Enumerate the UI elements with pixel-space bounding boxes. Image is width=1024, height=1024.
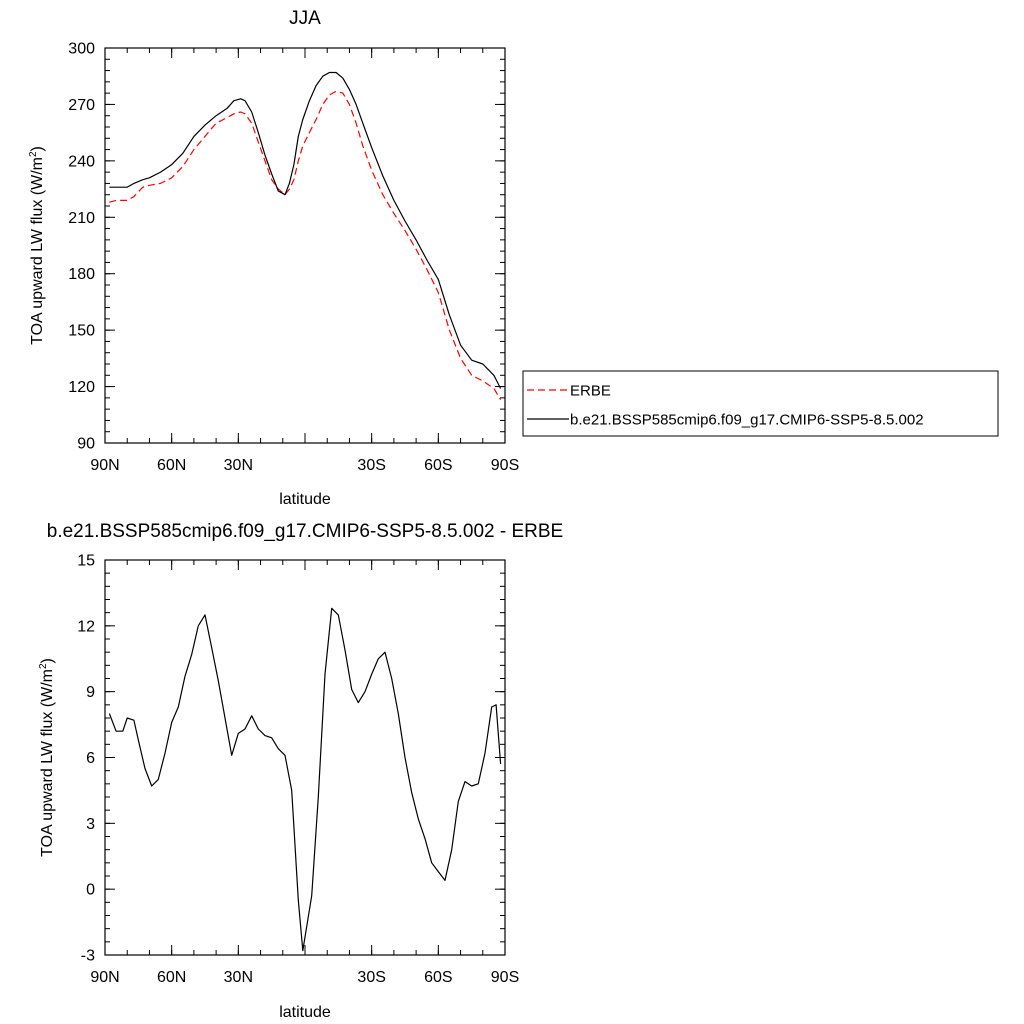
x-tick-label: 90S xyxy=(491,969,519,986)
y-tick-label: 240 xyxy=(68,153,95,170)
y-axis-label: TOA upward LW flux (W/m2) xyxy=(28,146,46,345)
x-tick-label: 30S xyxy=(357,969,385,986)
x-tick-label: 90S xyxy=(491,457,519,474)
series-line-1 xyxy=(108,607,502,952)
y-tick-label: -3 xyxy=(81,948,95,965)
plot-frame xyxy=(104,559,506,956)
y-tick-label: 180 xyxy=(68,266,95,283)
y-tick-label: 12 xyxy=(77,618,95,635)
chart-panel-2: b.e21.BSSP585cmip6.f09_g17.CMIP6-SSP5-8.… xyxy=(38,521,563,1021)
y-tick-label: 90 xyxy=(77,436,95,453)
y-tick-label: 120 xyxy=(68,379,95,396)
chart-title: JJA xyxy=(289,8,321,29)
x-tick-label: 30S xyxy=(357,457,385,474)
y-axis-label: TOA upward LW flux (W/m2) xyxy=(38,658,56,857)
legend-box xyxy=(522,370,999,437)
plot-frame xyxy=(104,47,506,444)
chart-panel-1: JJA 90 120 150 180 210 240 270 300 90N 60N 30N 30S 60… xyxy=(28,8,999,508)
x-axis-label: latitude xyxy=(279,1004,331,1021)
y-tick-label: 15 xyxy=(77,553,95,570)
y-tick-label: 3 xyxy=(86,816,95,833)
series-line-1 xyxy=(109,90,502,401)
x-tick-label: 60N xyxy=(157,969,186,986)
y-tick-label: 150 xyxy=(68,323,95,340)
x-tick-label: 90N xyxy=(90,969,119,986)
x-tick-label: 30N xyxy=(224,457,253,474)
x-tick-label: 60N xyxy=(157,457,186,474)
x-tick-label: 60S xyxy=(424,969,452,986)
series-line-2 xyxy=(109,71,502,389)
x-tick-label: 30N xyxy=(224,969,253,986)
chart-title: b.e21.BSSP585cmip6.f09_g17.CMIP6-SSP5-8.… xyxy=(47,521,563,542)
y-tick-label: 270 xyxy=(68,97,95,114)
x-tick-label: 60S xyxy=(424,457,452,474)
y-tick-label: 9 xyxy=(86,684,95,701)
x-tick-label: 90N xyxy=(90,457,119,474)
y-tick-label: 6 xyxy=(86,750,95,767)
y-tick-label: 210 xyxy=(68,210,95,227)
legend-entry: b.e21.BSSP585cmip6.f09_g17.CMIP6-SSP5-8.… xyxy=(570,412,924,429)
y-tick-label: 300 xyxy=(68,41,95,58)
legend: ERBE b.e21.BSSP585cmip6.f09_g17.CMIP6-SSP… xyxy=(522,370,999,437)
legend-entry: ERBE xyxy=(570,383,611,400)
y-tick-label: 0 xyxy=(86,882,95,899)
x-axis-label: latitude xyxy=(279,491,331,508)
